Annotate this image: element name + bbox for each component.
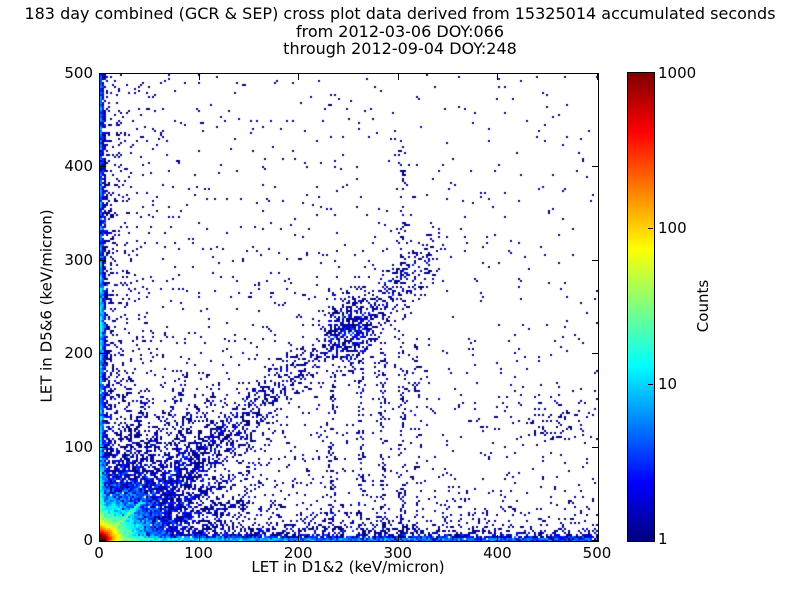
y-tick-label: 400 — [64, 157, 93, 176]
y-tick-mark-right — [592, 259, 598, 261]
x-tick-mark — [397, 535, 399, 541]
y-tick-mark-right — [592, 446, 598, 448]
colorbar — [627, 72, 655, 542]
x-tick-mark — [99, 535, 100, 541]
y-tick-mark — [100, 166, 106, 168]
x-tick-mark-top — [298, 74, 300, 80]
x-tick-mark — [198, 535, 200, 541]
y-tick-label: 200 — [64, 344, 93, 363]
scatter-density-canvas — [100, 74, 598, 541]
x-tick-label: 100 — [184, 544, 213, 562]
chart-title-line3: through 2012-09-04 DOY:248 — [283, 39, 517, 58]
y-tick-label: 0 — [83, 531, 93, 549]
x-tick-mark — [597, 535, 598, 541]
y-tick-mark-right — [592, 73, 598, 74]
y-tick-label: 500 — [64, 64, 93, 82]
x-tick-mark-top — [397, 74, 399, 80]
colorbar-tick-mark — [648, 384, 653, 385]
x-tick-mark — [497, 535, 499, 541]
colorbar-tick-label: 1000 — [658, 64, 697, 82]
chart-title-line2: from 2012-03-06 DOY:066 — [295, 22, 504, 41]
x-tick-mark-top — [597, 74, 598, 80]
x-tick-label: 200 — [283, 544, 313, 562]
colorbar-tick-label: 1 — [658, 530, 668, 548]
x-tick-mark-top — [198, 74, 200, 80]
x-tick-label: 300 — [383, 544, 413, 562]
x-tick-mark-top — [497, 74, 499, 80]
x-tick-mark — [298, 535, 300, 541]
y-tick-mark-right — [592, 166, 598, 168]
colorbar-tick-mark — [648, 228, 653, 229]
chart-title-line1: 183 day combined (GCR & SEP) cross plot … — [24, 4, 776, 23]
y-tick-mark — [100, 73, 106, 74]
colorbar-tick-label: 10 — [658, 375, 678, 393]
colorbar-gradient-canvas — [628, 73, 654, 541]
y-tick-mark — [100, 540, 106, 541]
y-tick-label: 100 — [64, 437, 93, 456]
x-axis-label: LET in D1&2 (keV/micron) — [251, 558, 445, 576]
x-tick-label: 400 — [483, 544, 512, 562]
y-tick-mark-right — [592, 540, 598, 541]
y-tick-mark-right — [592, 353, 598, 355]
x-tick-mark-top — [99, 74, 100, 80]
y-tick-mark — [100, 446, 106, 448]
colorbar-tick-label: 100 — [658, 219, 687, 237]
x-tick-label: 0 — [94, 544, 104, 562]
y-tick-mark — [100, 353, 106, 355]
y-tick-label: 300 — [64, 250, 93, 269]
plot-area — [99, 73, 599, 542]
y-axis-label: LET in D5&6 (keV/micron) — [37, 209, 56, 403]
y-tick-mark — [100, 259, 106, 261]
x-tick-label: 500 — [582, 544, 612, 562]
